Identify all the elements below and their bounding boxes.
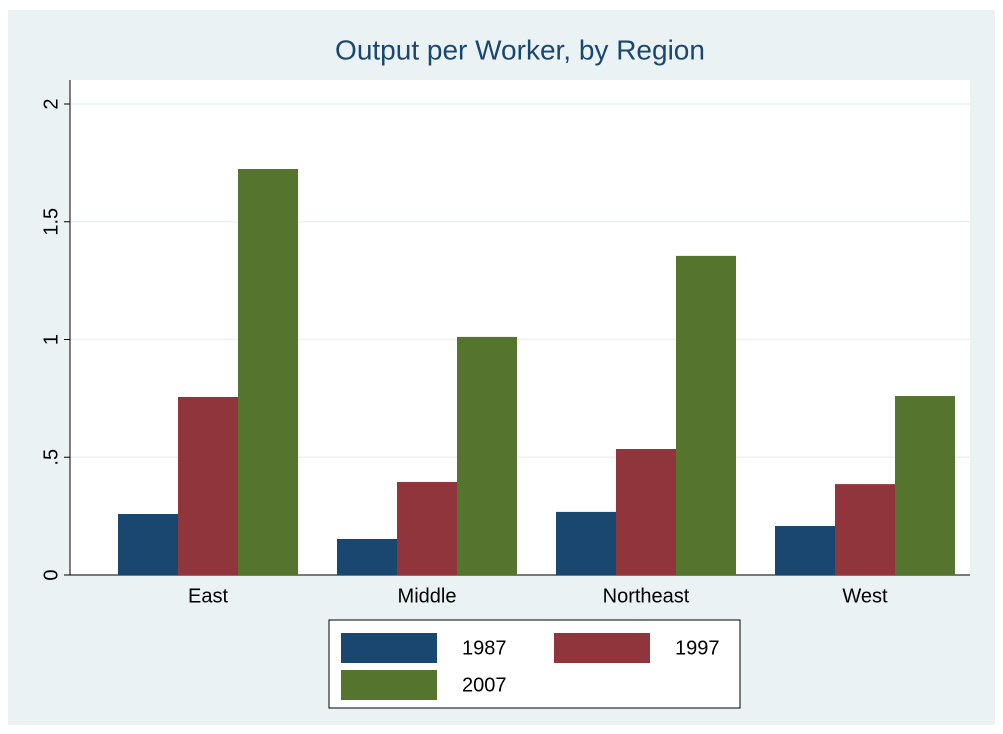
legend-label: 2007: [462, 674, 507, 696]
bar: [397, 481, 457, 575]
legend-swatch: [554, 633, 650, 663]
bar: [835, 484, 895, 575]
x-tick-label: Middle: [398, 585, 457, 607]
y-tick-label: 0: [40, 569, 62, 580]
x-tick-label: West: [842, 585, 888, 607]
legend-swatch: [341, 670, 437, 700]
y-tick-label: 1: [40, 334, 62, 345]
legend-label: 1987: [462, 637, 507, 659]
x-tick-label: Northeast: [603, 585, 690, 607]
bar: [895, 396, 955, 575]
legend-swatch: [341, 633, 437, 663]
chart-title: Output per Worker, by Region: [335, 34, 705, 65]
bar: [337, 538, 397, 575]
bar: [556, 511, 616, 575]
bar: [178, 396, 238, 575]
bar: [118, 514, 178, 575]
bar: [457, 336, 517, 575]
bar: [676, 255, 736, 575]
y-tick-label: .5: [40, 449, 62, 466]
bar: [238, 168, 298, 576]
bar: [616, 449, 676, 575]
y-tick-label: 1.5: [40, 208, 62, 236]
legend-label: 1997: [675, 637, 720, 659]
y-tick-label: 2: [40, 98, 62, 109]
x-tick-label: East: [188, 585, 228, 607]
bar: [775, 526, 835, 575]
